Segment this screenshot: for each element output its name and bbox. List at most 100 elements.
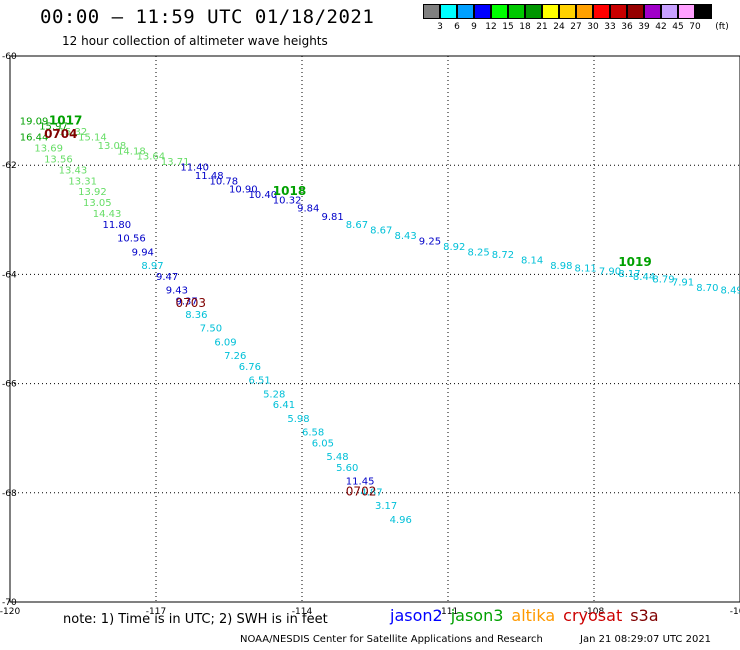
- legend-label: 70: [689, 22, 701, 32]
- legend-swatch: [695, 4, 712, 19]
- wave-height-value: 9.47: [156, 272, 178, 283]
- wave-height-value: 6.05: [312, 438, 334, 449]
- legend-label: 12: [485, 22, 497, 32]
- wave-height-value: 8.98: [550, 261, 572, 272]
- wave-height-value: 11.48: [195, 171, 224, 182]
- legend-label: 27: [570, 22, 582, 32]
- satellite-label: jason3: [450, 606, 504, 625]
- wave-height-value: 10.40: [248, 190, 277, 201]
- pass-id-label: 1019: [618, 255, 651, 269]
- wave-height-value: 6.09: [214, 337, 236, 348]
- wave-height-value: 11.80: [102, 220, 131, 231]
- legend-label: 39: [638, 22, 650, 32]
- wave-height-value: 3.17: [375, 501, 397, 512]
- wave-height-value: 13.92: [78, 187, 107, 198]
- legend-label: 18: [519, 22, 531, 32]
- legend-swatch: [661, 4, 678, 19]
- wave-height-value: 19.09: [20, 116, 49, 127]
- generated-timestamp: Jan 21 08:29:07 UTC 2021: [580, 634, 712, 645]
- legend-swatch: [593, 4, 610, 19]
- wave-height-value: 8.72: [492, 250, 514, 261]
- wave-height-value: 8.17: [618, 269, 640, 280]
- wave-height-value: 4.96: [390, 515, 412, 526]
- lat-tick-label: -62: [2, 161, 17, 171]
- legend-swatch: [576, 4, 593, 19]
- wave-height-value: 13.05: [83, 198, 112, 209]
- map-axes: -120 -117 -114 -111 -108 -105 -60 -62 -64 -66 -68 -…: [0, 52, 740, 617]
- wave-height-value: 10.78: [210, 176, 239, 187]
- wave-height-value: 6.58: [302, 427, 324, 438]
- wave-height-value: 8.14: [521, 255, 543, 266]
- wave-height-value: 10.90: [229, 185, 258, 196]
- legend-swatch: [644, 4, 661, 19]
- wave-height-value: 9.94: [132, 247, 154, 258]
- legend-label: 3: [437, 22, 443, 32]
- wave-height-value: 7.91: [672, 277, 694, 288]
- wave-height-value: 6.76: [239, 362, 261, 373]
- wave-height-value: 5.48: [326, 452, 348, 463]
- wave-height-value: 5.98: [287, 414, 309, 425]
- track-jason3: 19.0915.9715.3215.1413.0814.1813.6413.71…: [20, 116, 740, 297]
- satellite-key: jason2 jason3 altika cryosat s3a: [390, 606, 667, 625]
- lon-tick-label: -108: [584, 607, 605, 617]
- wave-height-value: 11.45: [346, 477, 375, 488]
- legend-swatch: [491, 4, 508, 19]
- legend-swatch: [610, 4, 627, 19]
- lat-tick-label: -70: [2, 598, 17, 608]
- legend-swatch: [474, 4, 491, 19]
- wave-height-value: 8.97: [141, 261, 163, 272]
- legend-swatch: [678, 4, 695, 19]
- wave-height-value: 7.50: [200, 324, 222, 335]
- page-title: 00:00 – 11:59 UTC 01/18/2021: [40, 6, 375, 28]
- wave-height-value: 6.51: [248, 376, 270, 387]
- wave-height-value: 9.84: [297, 204, 319, 215]
- lon-tick-label: -111: [438, 607, 458, 617]
- wave-height-value: 4.87: [360, 488, 382, 499]
- legend-swatch: [542, 4, 559, 19]
- satellite-label: cryosat: [563, 606, 623, 625]
- pass-id-label: 1018: [273, 184, 306, 198]
- wave-height-value: 10.32: [273, 195, 302, 206]
- wave-height-value: 13.69: [34, 144, 63, 155]
- legend-swatch: [508, 4, 525, 19]
- lat-tick-label: -66: [2, 380, 17, 390]
- wave-height-value: 9.43: [166, 286, 188, 297]
- wave-height-value: 9.25: [419, 236, 441, 247]
- satellite-label: s3a: [630, 606, 659, 625]
- legend-label: 9: [471, 22, 477, 32]
- wave-height-value: 13.31: [68, 176, 97, 187]
- wave-height-value: 15.14: [78, 133, 107, 144]
- legend-label: 45: [672, 22, 684, 32]
- lon-tick-label: -120: [0, 607, 20, 617]
- legend-swatch: [423, 4, 440, 19]
- lon-tick-label: -114: [292, 607, 313, 617]
- wave-height-value: 8.36: [185, 310, 207, 321]
- legend-label: 30: [587, 22, 599, 32]
- wave-height-value: 5.28: [263, 389, 285, 400]
- wave-height-value: 13.08: [98, 141, 127, 152]
- wave-height-value: 8.79: [652, 275, 674, 286]
- lat-tick-label: -68: [2, 489, 17, 499]
- wave-height-value: 10.56: [117, 234, 146, 245]
- wave-height-value: 13.56: [44, 154, 73, 165]
- wave-height-value: 13.64: [137, 152, 166, 163]
- legend-label: 36: [621, 22, 633, 32]
- legend-label: 6: [454, 22, 460, 32]
- track-cryosat: 16.4413.6913.5613.4313.3113.9213.0514.43…: [20, 133, 412, 526]
- map-frame: [9, 55, 740, 603]
- wave-height-value: 7.90: [599, 266, 621, 277]
- pass-id-label: 1017: [49, 113, 82, 127]
- wave-height-value: 13.71: [161, 157, 190, 168]
- legend-label: 15: [502, 22, 514, 32]
- wave-height-value: 8.25: [467, 247, 489, 258]
- legend-label: 21: [536, 22, 548, 32]
- legend-label: 24: [553, 22, 565, 32]
- wave-height-value: 15.32: [59, 127, 88, 138]
- legend-swatch: [525, 4, 542, 19]
- legend-swatch: [627, 4, 644, 19]
- wave-height-value: 8.49: [721, 286, 740, 297]
- wave-height-value: 9.37: [175, 296, 197, 307]
- wave-height-value: 6.41: [273, 400, 295, 411]
